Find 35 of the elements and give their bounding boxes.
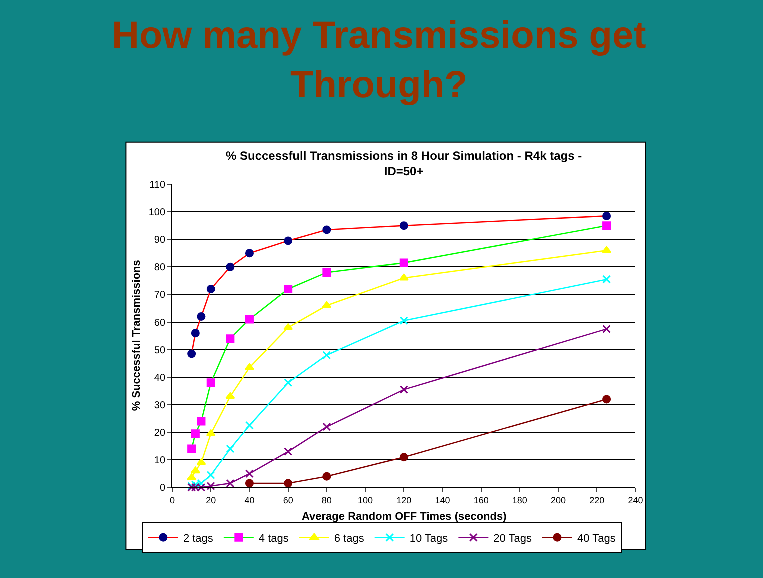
x-tick-label: 60: [283, 495, 294, 506]
y-tick-label: 50: [154, 345, 166, 356]
legend-label: 2 tags: [183, 532, 214, 545]
y-tick-label: 80: [154, 262, 166, 274]
y-axis-title: % Successful Transmissions: [130, 260, 143, 412]
y-tick-label: 30: [154, 400, 166, 412]
x-tick-label: 0: [170, 495, 176, 506]
x-tick-label: 20: [206, 495, 216, 506]
y-tick-label: 90: [154, 235, 166, 246]
x-tick-label: 180: [512, 495, 528, 506]
y-tick-label: 60: [154, 318, 166, 329]
legend-label: 40 Tags: [578, 532, 616, 545]
x-tick-label: 40: [244, 495, 255, 506]
y-tick-label: 40: [154, 372, 166, 384]
x-axis-title: Average Random OFF Times (seconds): [302, 511, 508, 523]
legend-label: 6 tags: [334, 532, 365, 545]
legend-label: 4 tags: [258, 532, 290, 545]
y-tick-label: 70: [154, 290, 166, 302]
chart-subtitle: % Successfull Transmissions in 8 Hour Simulation - R4k tags - ID=50+: [226, 149, 582, 179]
x-tick-label: 100: [358, 495, 374, 506]
y-tick-label: 100: [148, 208, 166, 219]
x-tick-label: 160: [474, 495, 489, 506]
y-tick-label: 110: [150, 180, 166, 192]
chart-title: How many Transmissions get Through?: [112, 15, 647, 106]
y-tick-label: 0: [160, 483, 166, 494]
x-tick-label: 140: [435, 495, 450, 506]
x-tick-label: 200: [551, 495, 566, 506]
x-tick-label: 240: [628, 495, 644, 506]
legend-label: 10 Tags: [410, 532, 449, 545]
x-tick-label: 80: [322, 495, 332, 506]
x-tick-label: 220: [590, 495, 605, 506]
x-tick-label: 120: [396, 495, 412, 506]
y-tick-label: 10: [154, 456, 166, 467]
legend-label: 20 Tags: [494, 532, 532, 545]
y-tick-label: 20: [154, 428, 166, 440]
